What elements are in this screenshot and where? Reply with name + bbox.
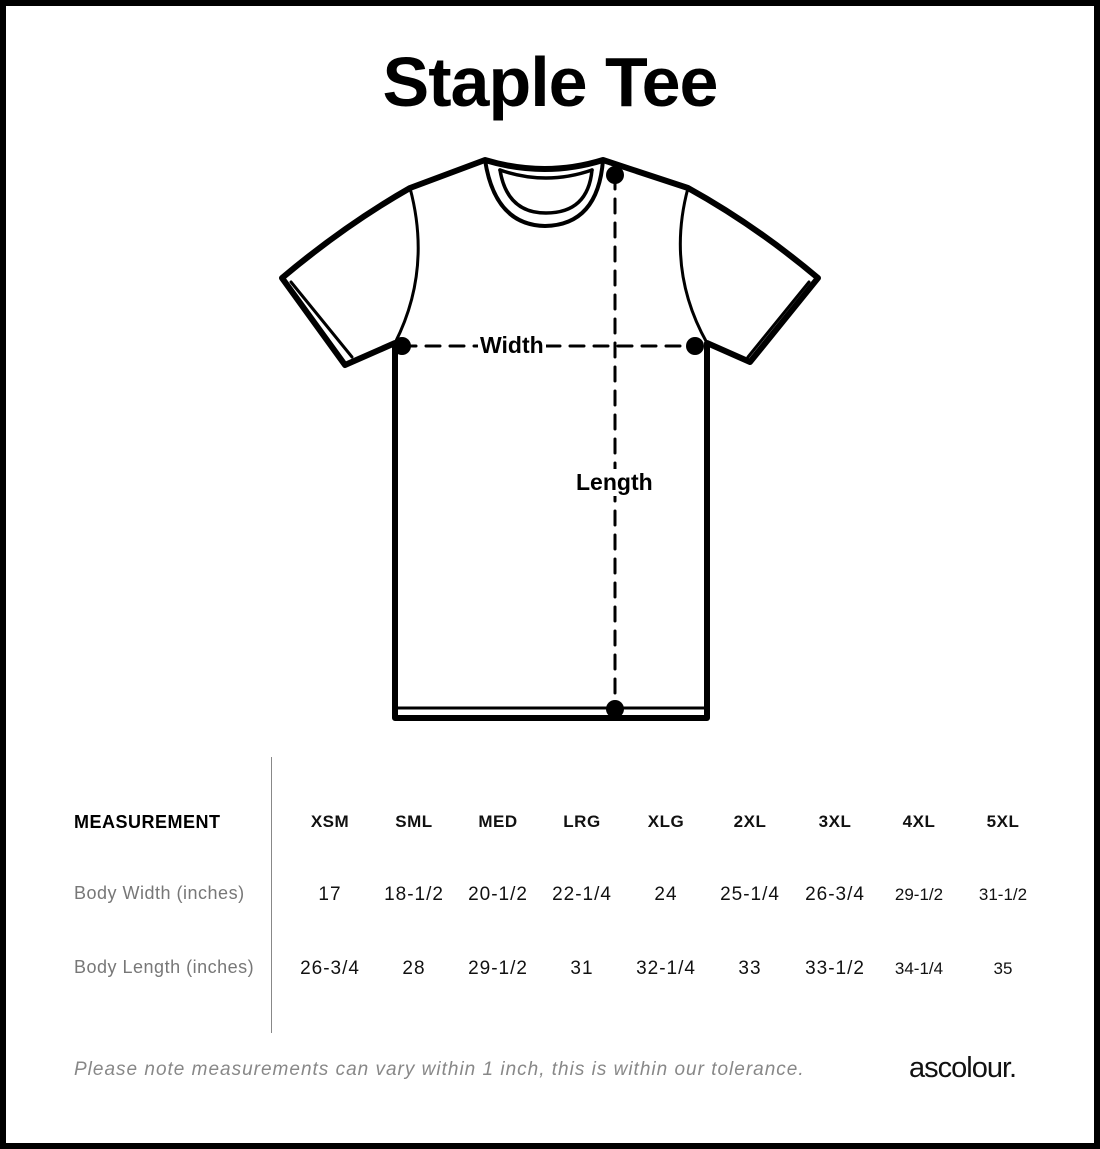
row-label: Body Length (inches)	[74, 957, 255, 977]
size-header: XSM	[310, 812, 350, 831]
table-divider	[271, 757, 272, 1033]
size-header: LRG	[563, 812, 601, 831]
measurement-header: MEASUREMENT	[74, 812, 221, 832]
size-header: XLG	[647, 812, 685, 831]
table-cell: 33-1/2	[805, 958, 865, 979]
table-cell: 18-1/2	[384, 884, 444, 905]
size-header: SML	[395, 812, 433, 831]
table-cell: 25-1/4	[720, 884, 780, 905]
table-cell: 31-1/2	[978, 885, 1028, 904]
collar-top	[498, 168, 594, 180]
collar-inner	[498, 168, 594, 215]
tshirt-outline	[279, 157, 821, 721]
table-cell: 35	[993, 959, 1013, 978]
length-label: Length	[574, 469, 655, 496]
table-cell: 26-3/4	[300, 958, 360, 979]
left-sleeve-seam	[393, 186, 420, 345]
tolerance-note: Please note measurements can vary within…	[74, 1059, 805, 1080]
table-cell: 29-1/2	[468, 958, 528, 979]
width-label: Width	[478, 332, 546, 359]
row-label: Body Width (inches)	[74, 883, 245, 903]
table-cell: 33	[738, 958, 762, 979]
table-cell: 26-3/4	[805, 884, 865, 905]
size-header: 3XL	[818, 812, 852, 831]
table-cell: 32-1/4	[636, 958, 696, 979]
right-cuff	[746, 280, 811, 359]
collar-outer	[483, 158, 605, 228]
size-header: 4XL	[902, 812, 936, 831]
size-header: MED	[478, 812, 518, 831]
length-bottom-dot	[606, 700, 624, 718]
table-cell: 20-1/2	[468, 884, 528, 905]
table-cell: 22-1/4	[552, 884, 612, 905]
brand-logo: ascolour.	[909, 1052, 1017, 1084]
right-sleeve-seam	[678, 186, 709, 345]
width-right-dot	[686, 337, 704, 355]
table-cell: 28	[402, 958, 426, 979]
page-title: Staple Tee	[382, 43, 719, 121]
length-top-dot	[606, 166, 624, 184]
size-header: 5XL	[986, 812, 1020, 831]
table-cell: 31	[570, 958, 594, 979]
table-cell: 29-1/2	[894, 885, 944, 904]
table-cell: 17	[318, 884, 342, 905]
left-cuff	[289, 280, 354, 359]
width-left-dot	[393, 337, 411, 355]
size-header: 2XL	[733, 812, 767, 831]
table-cell: 24	[654, 884, 678, 905]
table-cell: 34-1/4	[894, 959, 944, 978]
